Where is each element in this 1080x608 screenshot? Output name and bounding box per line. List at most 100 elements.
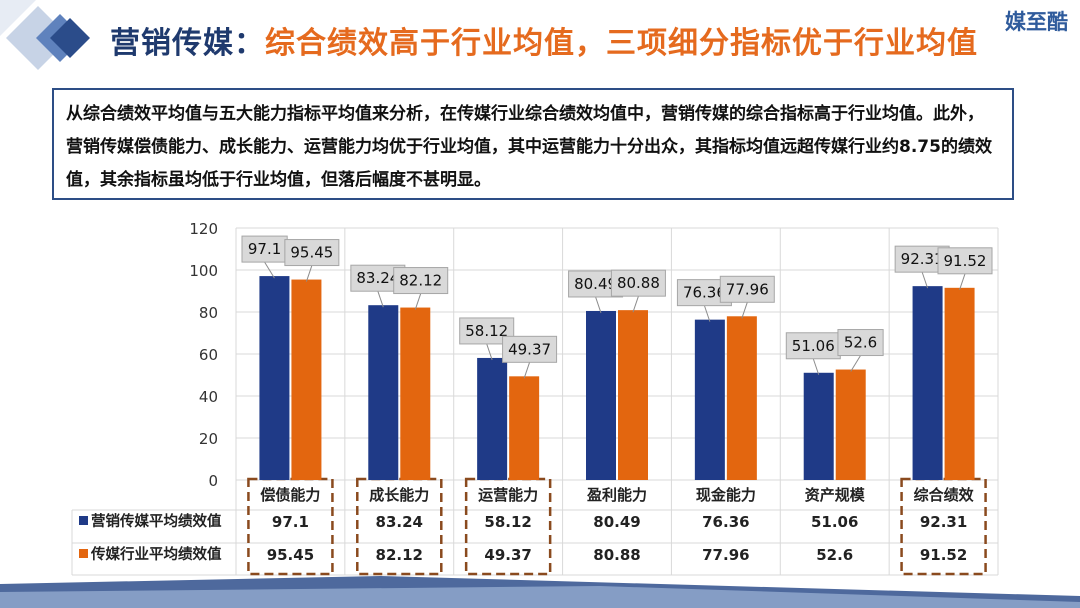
table-cell: 76.36 bbox=[702, 513, 749, 531]
table-cell: 52.6 bbox=[816, 546, 853, 564]
category-label: 运营能力 bbox=[478, 486, 538, 504]
data-label-box bbox=[502, 335, 558, 363]
legend-swatch bbox=[79, 516, 88, 525]
data-label-leader bbox=[632, 295, 639, 313]
table-cell: 80.49 bbox=[593, 513, 640, 531]
data-label-box bbox=[241, 235, 288, 263]
y-tick-label: 20 bbox=[199, 430, 218, 448]
data-label-leader bbox=[741, 302, 748, 319]
data-label-leader bbox=[523, 362, 531, 379]
data-label: 97.1 bbox=[248, 240, 281, 258]
data-label-leader bbox=[377, 291, 384, 308]
table-cell: 49.37 bbox=[484, 546, 531, 564]
highlight-box bbox=[247, 477, 334, 576]
data-label: 58.12 bbox=[465, 322, 508, 340]
data-label-leader bbox=[305, 265, 313, 282]
data-label-leader bbox=[812, 358, 820, 375]
data-label-leader bbox=[595, 296, 602, 314]
data-label: 49.37 bbox=[508, 340, 551, 358]
table-cell: 83.24 bbox=[376, 513, 423, 531]
bar bbox=[477, 357, 508, 480]
bottom-band-light bbox=[0, 586, 1080, 608]
data-label-box bbox=[837, 329, 884, 357]
data-label: 91.52 bbox=[944, 252, 987, 270]
data-label: 80.88 bbox=[617, 274, 660, 292]
bar bbox=[259, 276, 290, 480]
data-label: 77.96 bbox=[726, 280, 769, 298]
bar bbox=[586, 310, 616, 480]
title-main: 综合绩效高于行业均值，三项细分指标优于行业均值 bbox=[265, 26, 978, 61]
table-cell: 92.31 bbox=[920, 513, 967, 531]
bar bbox=[400, 307, 431, 480]
legend-label: 营销传媒平均绩效值 bbox=[91, 512, 222, 530]
bar bbox=[944, 287, 975, 480]
bar bbox=[912, 286, 943, 480]
table-cell: 77.96 bbox=[702, 546, 749, 564]
category-label: 现金能力 bbox=[696, 486, 756, 504]
page-title: 营销传媒：综合绩效高于行业均值，三项细分指标优于行业均值 bbox=[110, 18, 978, 62]
table-cell: 58.12 bbox=[484, 513, 531, 531]
data-label-box bbox=[937, 247, 993, 275]
data-label: 76.36 bbox=[683, 284, 726, 302]
table-cell: 82.12 bbox=[376, 546, 423, 564]
data-label-box bbox=[393, 267, 449, 295]
data-label-leader bbox=[414, 293, 422, 310]
data-label-leader bbox=[486, 343, 493, 361]
data-label-leader bbox=[959, 273, 966, 290]
data-label-box bbox=[284, 239, 340, 267]
category-label: 资产规模 bbox=[805, 486, 866, 504]
summary-box: 从综合绩效平均值与五大能力指标平均值来分析，在传媒行业综合绩效均值中，营销传媒的… bbox=[52, 88, 1014, 200]
legend-swatch bbox=[79, 549, 88, 558]
data-label: 52.6 bbox=[844, 334, 877, 352]
table-cell: 97.1 bbox=[272, 513, 309, 531]
brand-logo: 媒至酷 bbox=[1005, 10, 1068, 34]
data-label: 92.31 bbox=[901, 250, 944, 268]
data-label-box bbox=[459, 317, 515, 345]
category-label: 综合绩效 bbox=[914, 486, 975, 504]
y-tick-label: 100 bbox=[189, 262, 218, 280]
y-tick-label: 60 bbox=[199, 346, 218, 364]
data-label-leader bbox=[850, 355, 861, 372]
category-label: 偿债能力 bbox=[260, 486, 320, 504]
summary-text: 从综合绩效平均值与五大能力指标平均值来分析，在传媒行业综合绩效均值中，营销传媒的… bbox=[66, 104, 992, 190]
y-tick-label: 120 bbox=[189, 220, 218, 238]
highlight-box bbox=[356, 477, 443, 576]
data-label-box bbox=[610, 269, 666, 297]
data-label: 51.06 bbox=[792, 337, 835, 355]
highlight-box bbox=[900, 477, 987, 576]
bar bbox=[726, 316, 757, 480]
highlight-box bbox=[464, 477, 552, 576]
y-tick-label: 40 bbox=[199, 388, 218, 406]
category-label: 成长能力 bbox=[369, 486, 429, 504]
table-cell: 95.45 bbox=[267, 546, 314, 564]
corner-triangle bbox=[0, 0, 36, 36]
bar bbox=[803, 372, 834, 480]
legend-label: 传媒行业平均绩效值 bbox=[90, 545, 222, 563]
data-label-leader bbox=[703, 305, 711, 322]
data-label: 95.45 bbox=[290, 244, 333, 262]
data-label-leader bbox=[921, 271, 929, 289]
data-label: 83.24 bbox=[356, 269, 399, 287]
title-prefix: 营销传媒： bbox=[110, 26, 265, 61]
table-cell: 51.06 bbox=[811, 513, 858, 531]
diamond-dark bbox=[50, 18, 90, 58]
y-tick-label: 0 bbox=[208, 472, 218, 490]
y-tick-label: 80 bbox=[199, 304, 218, 322]
bar bbox=[694, 319, 725, 480]
data-label: 80.49 bbox=[574, 275, 617, 293]
bar bbox=[368, 305, 399, 480]
bar bbox=[509, 376, 540, 480]
table-cell: 80.88 bbox=[593, 546, 640, 564]
data-label-leader bbox=[264, 261, 275, 279]
bar bbox=[835, 369, 866, 480]
data-label-box bbox=[785, 332, 841, 360]
table-cell: 91.52 bbox=[920, 546, 967, 564]
corner-decoration bbox=[0, 0, 90, 70]
bar bbox=[618, 310, 648, 480]
data-label: 82.12 bbox=[399, 272, 442, 290]
bar bbox=[291, 279, 322, 480]
data-label-box bbox=[719, 275, 775, 303]
category-label: 盈利能力 bbox=[586, 486, 647, 504]
